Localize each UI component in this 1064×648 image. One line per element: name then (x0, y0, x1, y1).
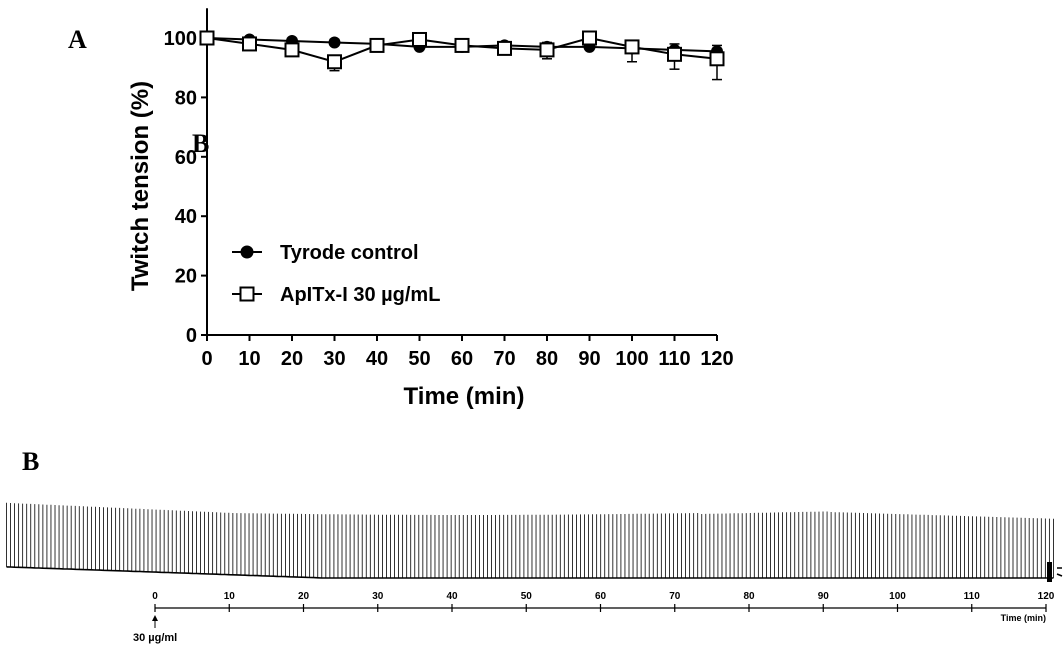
data-point (539, 42, 555, 58)
legend-label-apitx: ApITx-I 30 µg/mL (280, 284, 440, 306)
chart-a-x-tick-label: 30 (323, 348, 345, 370)
chart-b-x-ticks: 0 10 20 30 40 50 60 70 80 90 100 110 120 (152, 591, 1055, 612)
chart-a-x-axis-title: Time (min) (404, 383, 525, 410)
chart-a-y-tick-label: 80 (175, 87, 197, 109)
chart-a: 0 10 20 30 40 50 60 70 80 90 100 110 120 0 20 40 60 80 10… (127, 8, 734, 410)
chart-a-x-tick-label: 50 (408, 348, 430, 370)
chart-a-y-tick-label: 40 (175, 206, 197, 228)
chart-b-x-tick-label: 10 (224, 591, 236, 602)
data-point (454, 37, 470, 53)
chart-b-dose-annotation: 30 µg/ml (133, 632, 177, 644)
chart-a-x-tick-label: 80 (536, 348, 558, 370)
chart-a-y-tick-label: 0 (186, 325, 197, 347)
chart-a-series-apitx (199, 30, 725, 81)
chart-b-x-tick-label: 70 (669, 591, 681, 602)
data-point (328, 36, 341, 49)
chart-a-x-tick-label: 10 (238, 348, 260, 370)
chart-b-twitch-trace (6, 502, 1054, 578)
legend-marker-tyrode (240, 245, 254, 259)
data-point (199, 30, 215, 46)
chart-a-x-ticks: 0 10 20 30 40 50 60 70 80 90 100 110 120 (201, 335, 734, 370)
legend-marker-apitx (239, 286, 255, 302)
chart-b: 0 10 20 30 40 50 60 70 80 90 100 110 120 Time (min) … (6, 502, 1063, 644)
chart-b-x-tick-label: 40 (446, 591, 458, 602)
data-point (412, 31, 427, 47)
chart-a-y-ticks: 0 20 40 60 80 100 (164, 28, 207, 347)
data-point (284, 42, 300, 58)
data-point (667, 46, 682, 62)
data-point (624, 39, 640, 55)
chart-b-scale-bar (1047, 562, 1063, 582)
chart-b-x-tick-label: 90 (818, 591, 830, 602)
panel-letter-b-overlay: B (192, 129, 209, 158)
chart-b-x-tick-label: 30 (372, 591, 384, 602)
data-point (709, 51, 725, 67)
chart-a-legend: Tyrode control ApITx-I 30 µg/mL (232, 242, 440, 306)
chart-a-x-tick-label: 60 (451, 348, 473, 370)
chart-b-x-tick-label: 100 (889, 591, 906, 602)
legend-label-tyrode: Tyrode control (280, 242, 419, 264)
chart-a-y-tick-label: 60 (175, 147, 197, 169)
data-point (582, 30, 597, 46)
chart-a-x-tick-label: 20 (281, 348, 303, 370)
chart-a-y-axis-title: Twitch tension (%) (127, 81, 154, 291)
data-point (497, 40, 512, 56)
panel-letter-b: B (22, 447, 39, 476)
chart-a-x-tick-label: 120 (700, 348, 733, 370)
chart-a-x-tick-label: 40 (366, 348, 388, 370)
chart-b-application-arrow (152, 615, 158, 628)
chart-b-x-tick-label: 50 (521, 591, 533, 602)
chart-a-x-tick-label: 70 (493, 348, 515, 370)
data-point (369, 37, 385, 53)
chart-a-x-tick-label: 0 (201, 348, 212, 370)
chart-b-baseline (6, 566, 1054, 579)
chart-b-x-tick-label: 20 (298, 591, 310, 602)
data-point (327, 54, 342, 70)
chart-a-series (199, 30, 725, 81)
panel-letter-a: A (68, 25, 87, 54)
data-point (242, 36, 257, 52)
chart-b-x-tick-label: 0 (152, 591, 158, 602)
chart-a-x-tick-label: 90 (578, 348, 600, 370)
chart-a-x-tick-label: 110 (658, 348, 690, 370)
chart-a-y-tick-label: 20 (175, 266, 197, 288)
chart-b-x-tick-label: 80 (743, 591, 755, 602)
chart-b-x-tick-label: 110 (964, 591, 981, 602)
chart-a-x-tick-label: 100 (615, 348, 648, 370)
chart-b-x-tick-label: 120 (1038, 591, 1055, 602)
chart-a-y-tick-label: 100 (164, 28, 197, 50)
chart-b-x-axis-title: Time (min) (1001, 613, 1046, 623)
chart-b-x-tick-label: 60 (595, 591, 607, 602)
